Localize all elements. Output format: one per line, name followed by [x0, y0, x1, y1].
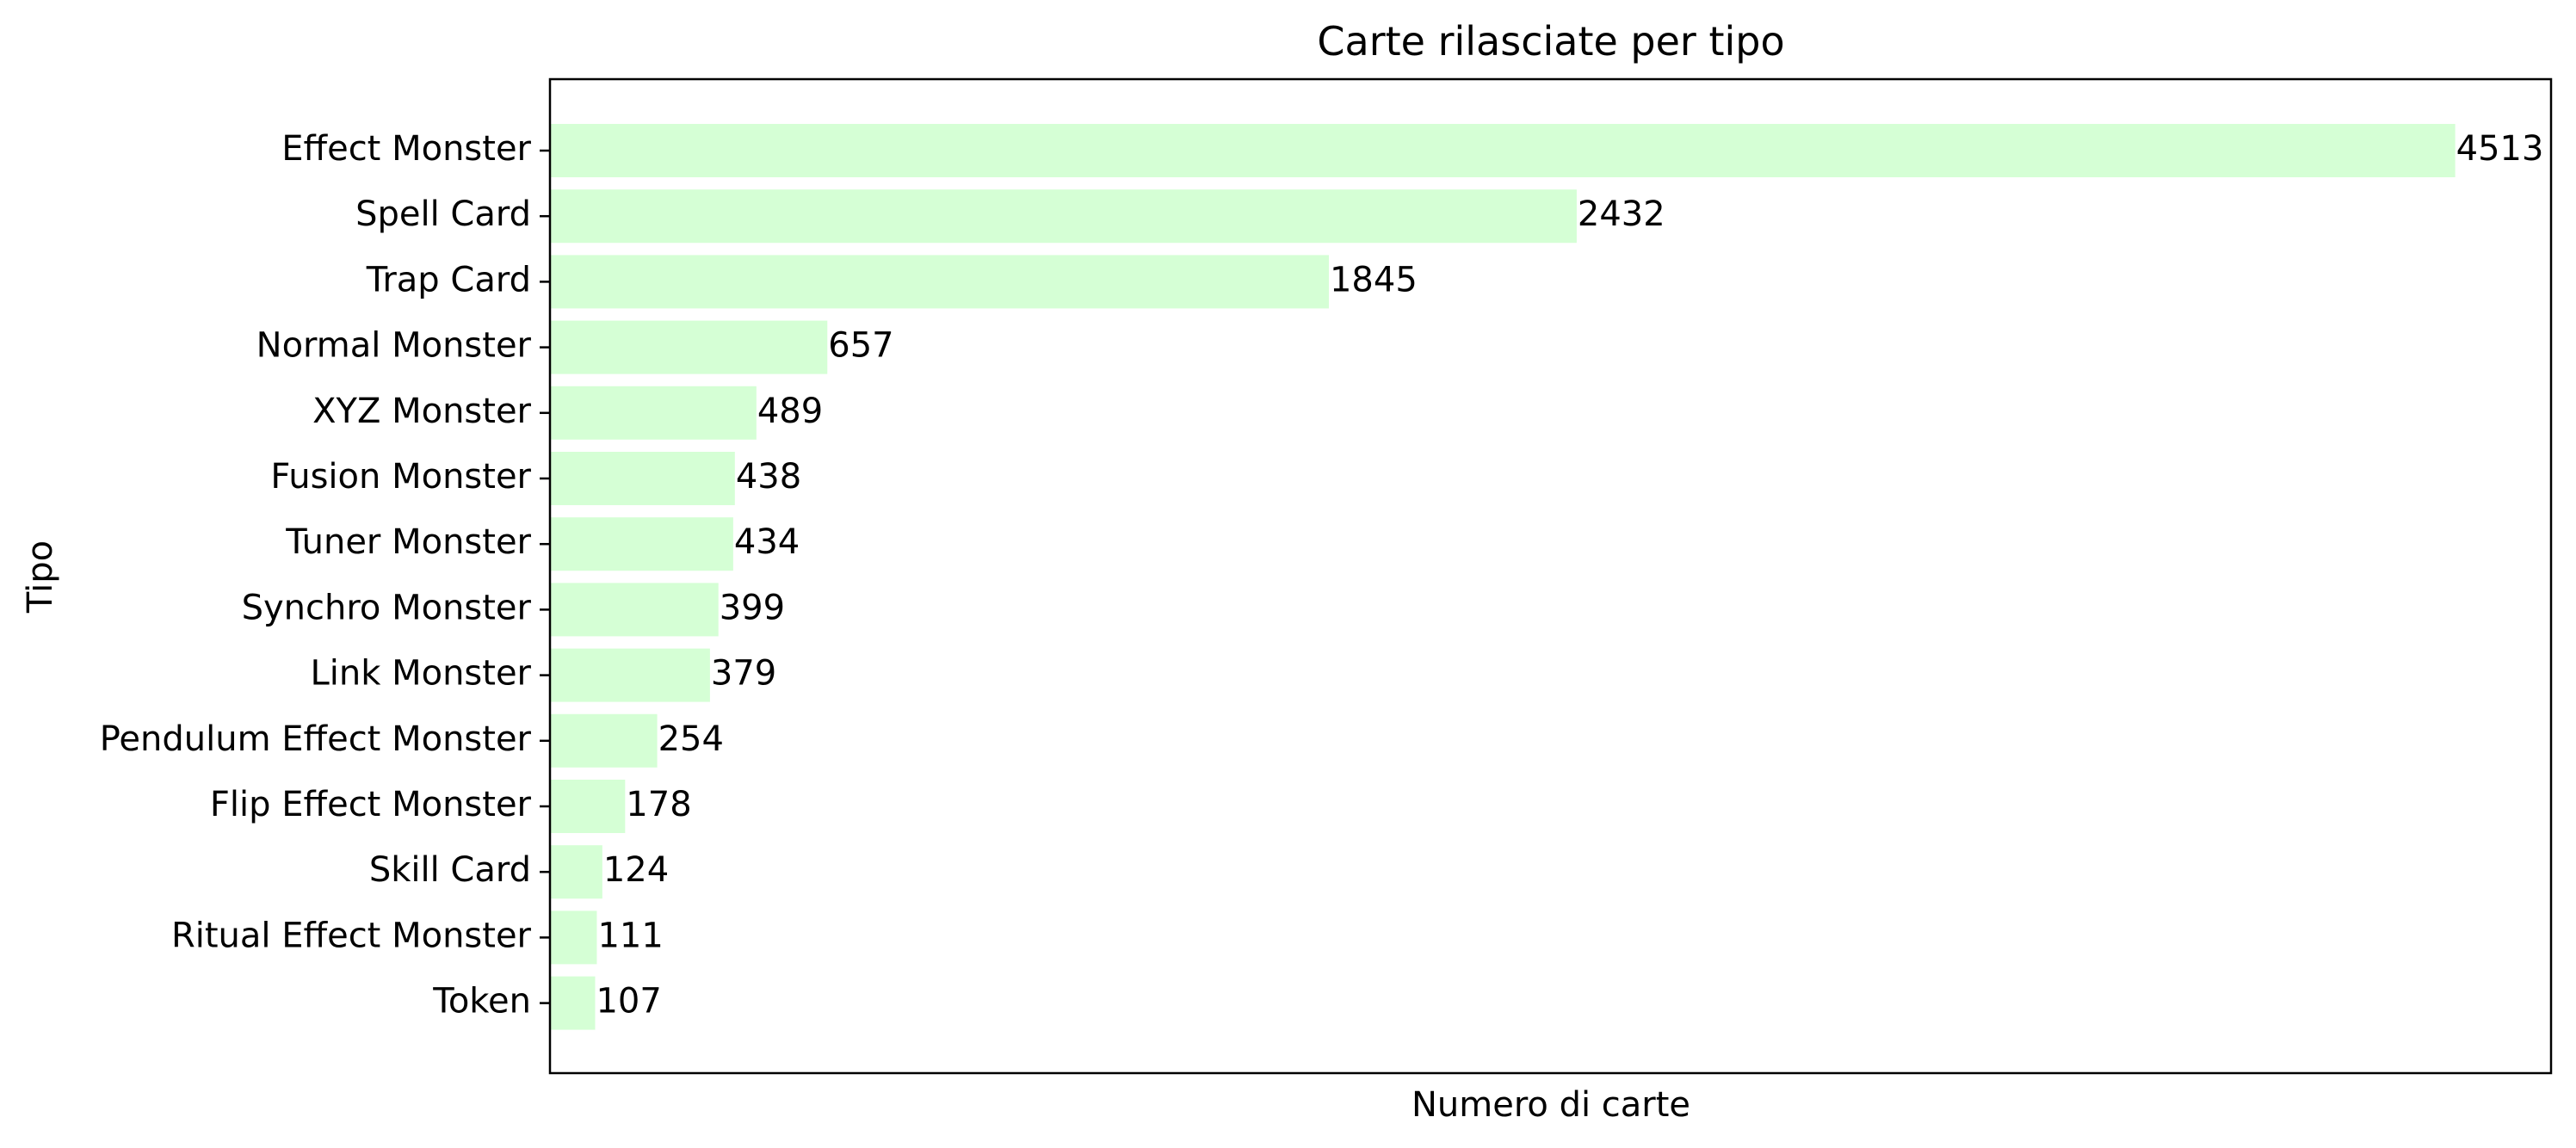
bar — [550, 255, 1329, 309]
bar-value-label: 124 — [603, 850, 669, 890]
bar — [550, 583, 719, 637]
bar-value-label: 111 — [597, 916, 663, 955]
chart-title: Carte rilasciate per tipo — [1317, 18, 1784, 65]
bar-value-label: 254 — [658, 719, 724, 759]
y-tick-label: Skill Card — [369, 850, 531, 890]
bar — [550, 517, 733, 571]
bar-value-label: 4513 — [2456, 129, 2544, 169]
bar — [550, 189, 1577, 244]
bar — [550, 910, 597, 965]
bar — [550, 780, 626, 833]
y-tick-label: Link Monster — [310, 654, 531, 694]
y-tick-label: Token — [432, 982, 531, 1021]
bar-value-label: 1845 — [1330, 260, 1418, 299]
y-tick-label: Trap Card — [366, 260, 531, 299]
bar — [550, 976, 596, 1030]
bar-value-label: 438 — [736, 457, 801, 497]
x-axis-label: Numero di carte — [1412, 1085, 1690, 1125]
y-tick-label: XYZ Monster — [312, 392, 531, 431]
bar-value-label: 657 — [828, 326, 893, 366]
plot-frame — [548, 77, 2553, 1075]
bar-value-label: 107 — [596, 982, 661, 1021]
y-tick-label: Flip Effect Monster — [210, 785, 532, 824]
bar-value-label: 399 — [720, 588, 785, 627]
y-tick-label: Pendulum Effect Monster — [100, 719, 532, 759]
bar-value-label: 489 — [757, 392, 823, 431]
y-tick-label: Normal Monster — [256, 326, 532, 366]
bar — [550, 386, 757, 440]
y-tick-label: Ritual Effect Monster — [171, 916, 532, 955]
bar — [550, 124, 2456, 177]
y-ticks-group: Effect Monster Spell Card Trap Card Normal … — [100, 129, 550, 1021]
bar-value-label: 379 — [711, 654, 776, 694]
y-tick-label: Spell Card — [355, 194, 531, 234]
bar-value-label: 2432 — [1578, 194, 1665, 234]
bar — [550, 648, 710, 702]
bar — [550, 320, 828, 374]
bar — [550, 845, 602, 899]
y-tick-label: Synchro Monster — [242, 588, 532, 627]
bar-value-label: 434 — [734, 522, 800, 562]
y-tick-label: Fusion Monster — [270, 457, 531, 497]
y-tick-label: Tuner Monster — [285, 522, 531, 562]
bar — [550, 452, 735, 505]
bar-value-label: 178 — [626, 785, 691, 824]
y-tick-label: Effect Monster — [281, 129, 531, 169]
y-axis-label: Tipo — [21, 540, 60, 614]
bar — [550, 713, 658, 768]
